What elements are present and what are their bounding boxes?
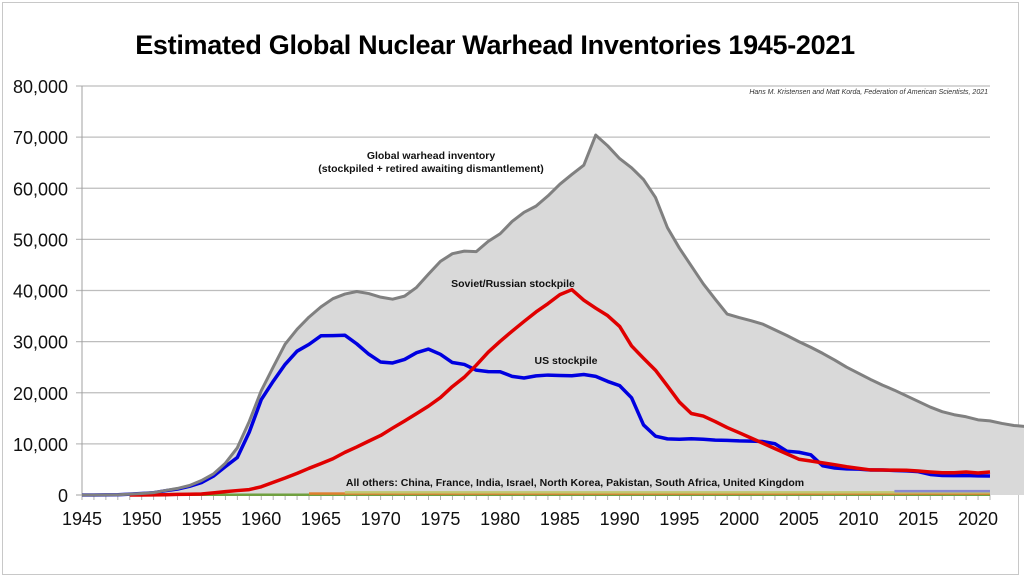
series-line-global-warhead-inventory	[81, 133, 1024, 497]
series-line-soviet-russian-stockpile	[129, 287, 991, 497]
y-tick-label: 50,000	[13, 230, 68, 250]
x-tick-label: 2020	[958, 509, 998, 529]
chart-credit: Hans M. Kristensen and Matt Korda, Feder…	[749, 89, 988, 96]
x-tick-label: 1975	[420, 509, 460, 529]
y-tick-label: 10,000	[13, 435, 68, 455]
series-line-us-stockpile	[81, 333, 991, 497]
others-band	[344, 491, 990, 494]
x-tick-label: 1990	[600, 509, 640, 529]
x-tick-label: 1985	[540, 509, 580, 529]
y-tick-label: 20,000	[13, 384, 68, 404]
x-tick-label: 1960	[241, 509, 281, 529]
x-tick-label: 1965	[301, 509, 341, 529]
annotation-global-line2: (stockpiled + retired awaiting dismantle…	[318, 163, 544, 175]
x-tick-label: 2015	[898, 509, 938, 529]
x-tick-label: 2010	[839, 509, 879, 529]
others-band	[894, 489, 990, 493]
x-tick-label: 2005	[779, 509, 819, 529]
annotation-others: All others: China, France, India, Israel…	[346, 477, 804, 489]
annotation-russia: Soviet/Russian stockpile	[451, 278, 575, 290]
y-tick-label: 0	[58, 486, 68, 506]
y-tick-label: 30,000	[13, 333, 68, 353]
y-tick-label: 80,000	[13, 77, 68, 97]
y-tick-label: 70,000	[13, 128, 68, 148]
global-inventory-area	[82, 135, 1024, 495]
x-tick-label: 1995	[659, 509, 699, 529]
series-lines	[81, 133, 1024, 497]
x-tick-label: 1980	[480, 509, 520, 529]
x-tick-label: 1970	[361, 509, 401, 529]
x-tick-label: 1955	[181, 509, 221, 529]
others-bands	[177, 489, 990, 496]
x-tick-label: 2000	[719, 509, 759, 529]
x-tick-label: 1950	[122, 509, 162, 529]
y-tick-label: 40,000	[13, 282, 68, 302]
tick-labels: 0 10,000 20,000 30,000 40,000 50,000 60,000 70,…	[13, 77, 998, 529]
annotation-us: US stockpile	[534, 355, 597, 367]
annotations: Global warhead inventory (stockpiled + r…	[318, 150, 804, 489]
chart-title: Estimated Global Nuclear Warhead Invento…	[135, 30, 855, 60]
x-tick-label: 1945	[62, 509, 102, 529]
y-tick-label: 60,000	[13, 179, 68, 199]
area-layer	[82, 135, 1024, 495]
annotation-global-line1: Global warhead inventory	[367, 150, 496, 162]
